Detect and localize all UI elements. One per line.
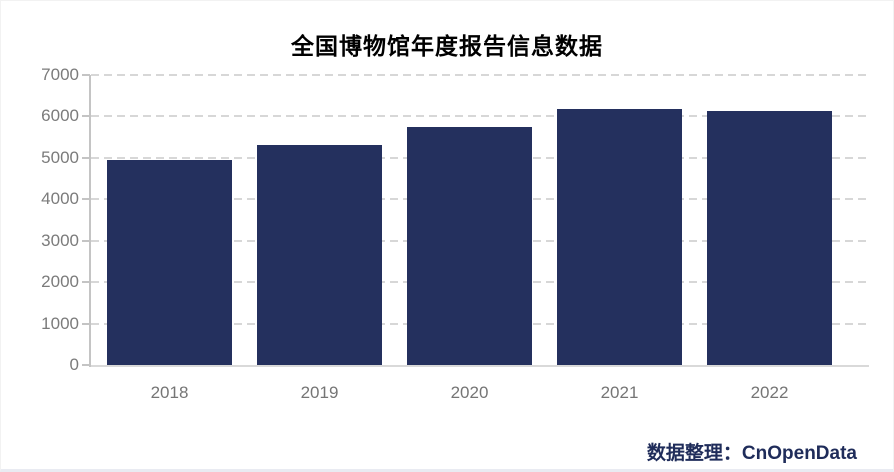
- y-tick-label-0: 0: [69, 355, 79, 374]
- gridline-7000: [91, 74, 869, 76]
- y-axis-tick-1000: [82, 322, 90, 325]
- x-tick-label-2022: 2022: [750, 383, 789, 402]
- bar-2019: [257, 145, 382, 365]
- y-axis-line: [89, 75, 91, 367]
- bar-2020: [407, 127, 532, 365]
- y-axis-tick-4000: [82, 198, 90, 201]
- plot-area: 0 1000 2000 3000 4000 5000 6000 7000: [41, 65, 869, 374]
- x-tick-label-2021: 2021: [600, 383, 639, 402]
- y-axis-tick-5000: [82, 156, 90, 159]
- x-tick-label-2018: 2018: [150, 383, 189, 402]
- bar-2022: [707, 111, 832, 365]
- y-axis-tick-2000: [82, 281, 90, 284]
- y-axis-tick-3000: [82, 239, 90, 242]
- x-tick-label-2020: 2020: [450, 383, 489, 402]
- y-axis-tick-6000: [82, 115, 90, 118]
- y-tick-label-3000: 3000: [41, 230, 79, 250]
- credit-text: 数据整理：CnOpenData: [646, 443, 857, 464]
- gridline-6000: [91, 115, 869, 118]
- bar-2018: [107, 160, 232, 365]
- y-tick-label-4000: 4000: [41, 189, 79, 209]
- x-axis-baseline: [91, 365, 869, 367]
- y-tick-label-6000: 6000: [41, 106, 79, 126]
- y-tick-label-1000: 1000: [41, 313, 79, 333]
- y-axis-tick-0: [82, 364, 90, 366]
- chart-title: 全国博物馆年度报告信息数据: [291, 33, 603, 59]
- y-tick-label-5000: 5000: [41, 147, 79, 167]
- x-tick-label-2019: 2019: [300, 383, 339, 402]
- y-tick-label-7000: 7000: [41, 65, 79, 84]
- y-axis-tick-7000: [82, 74, 90, 76]
- y-tick-label-2000: 2000: [41, 272, 79, 292]
- bar-2021: [557, 109, 682, 365]
